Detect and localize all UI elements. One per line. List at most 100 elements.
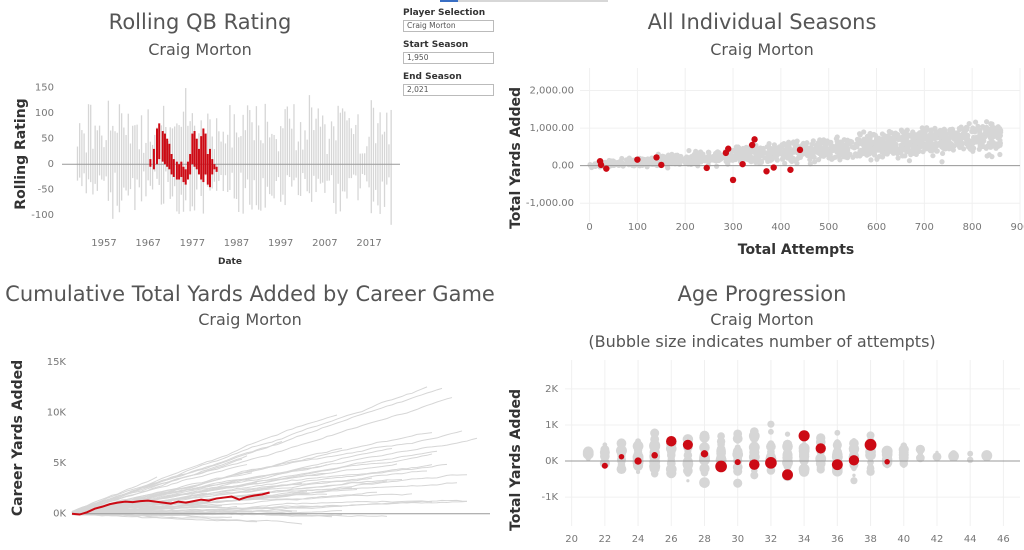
player-selection-input[interactable]: Craig Morton — [403, 20, 494, 32]
season-point — [653, 162, 659, 168]
start-season-input[interactable]: 1,950 — [403, 52, 494, 64]
season-point — [950, 134, 956, 140]
season-point — [974, 136, 980, 142]
y-tick-label: -1K — [541, 492, 558, 503]
age-bubble — [684, 470, 692, 477]
age-bubble — [649, 463, 660, 474]
age-bubble — [833, 444, 841, 452]
age-bubble — [851, 465, 857, 472]
season-point — [822, 142, 828, 149]
highlight-age-bubble — [884, 459, 890, 465]
season-point — [794, 138, 800, 144]
season-point — [737, 150, 743, 156]
season-point — [689, 158, 695, 164]
season-point — [923, 136, 930, 142]
chart-title: All Individual Seasons — [647, 10, 877, 34]
season-point — [673, 152, 679, 158]
season-point — [766, 154, 773, 160]
age-bubble — [784, 431, 791, 437]
highlight-career-line — [71, 491, 270, 516]
career-line — [71, 464, 248, 513]
season-point — [881, 133, 887, 139]
season-point — [751, 149, 757, 155]
highlight-age-bubble — [700, 450, 709, 458]
highlight-season-point — [653, 154, 660, 161]
age-bubble — [948, 450, 959, 462]
career-line — [71, 482, 458, 514]
age-bubble — [602, 452, 608, 458]
season-point — [753, 159, 759, 165]
x-axis-label: Total Attempts — [738, 242, 854, 258]
season-point — [821, 146, 827, 153]
season-point — [964, 124, 970, 131]
season-point — [857, 132, 863, 138]
season-point — [970, 148, 976, 154]
highlight-season-point — [597, 161, 605, 169]
x-tick-label: 46 — [997, 534, 1010, 545]
season-point — [831, 145, 838, 151]
season-point — [806, 152, 812, 158]
chart-subtitle: Craig Morton — [710, 40, 814, 59]
highlight-season-point — [796, 146, 804, 154]
age-bubble — [650, 428, 660, 438]
age-bubble — [834, 439, 840, 445]
season-point — [713, 163, 720, 169]
highlight-age-bubble — [831, 459, 843, 471]
season-point — [791, 158, 798, 164]
x-tick-label: 1977 — [180, 238, 205, 249]
season-point — [861, 129, 867, 135]
highlight-season-point — [603, 165, 610, 172]
season-point — [708, 155, 715, 161]
season-point — [782, 160, 788, 166]
season-point — [908, 152, 914, 158]
age-bubble — [852, 449, 856, 453]
chart-subtitle: Craig Morton — [198, 310, 302, 329]
season-point — [998, 127, 1004, 133]
highlight-age-bubble — [601, 462, 608, 469]
season-point — [891, 131, 897, 138]
age-bubble — [635, 446, 642, 453]
individual-seasons-chart: 2,000.00 1,000.00 0.00 -1,000.00 0 100 200 300 4… — [508, 68, 1024, 258]
season-point — [879, 143, 885, 149]
age-bubble — [618, 460, 624, 466]
highlight-season-point — [787, 166, 794, 173]
season-point — [806, 145, 812, 151]
highlight-age-bubble — [651, 451, 658, 459]
rolling-rating-chart: 150 100 50 0 -50 -100 1957 1967 1977 1987 1997 2007… — [13, 83, 400, 267]
season-point — [812, 159, 818, 165]
season-point — [932, 144, 939, 151]
season-point — [904, 142, 910, 148]
season-point — [942, 143, 948, 149]
y-tick-label: 1,000.00 — [529, 123, 574, 134]
age-bubble — [733, 466, 743, 476]
season-point — [676, 159, 682, 165]
age-bubble — [982, 450, 992, 460]
x-axis-label: Date — [218, 257, 242, 267]
y-tick-label: 0K — [53, 509, 66, 520]
chart-title: Cumulative Total Yards Added by Career G… — [5, 282, 495, 306]
x-tick-label: 0 — [586, 222, 592, 233]
season-point — [872, 145, 879, 151]
highlight-age-bubble — [798, 430, 810, 442]
age-bubble — [618, 449, 624, 455]
filter-scroll-bar[interactable] — [440, 0, 608, 2]
season-point — [705, 149, 712, 155]
season-point — [624, 158, 631, 165]
season-point — [992, 127, 998, 133]
season-point — [845, 147, 851, 154]
season-point — [899, 153, 906, 159]
end-season-input[interactable]: 2,021 — [403, 84, 494, 96]
season-point — [923, 141, 929, 147]
season-point — [980, 134, 986, 141]
y-axis-label: Total Yards Added — [508, 389, 524, 531]
season-point — [938, 140, 944, 147]
age-bubble — [732, 433, 743, 444]
age-bubble — [800, 447, 808, 455]
season-point — [756, 149, 762, 155]
highlight-age-bubble — [749, 459, 760, 470]
season-point — [800, 141, 806, 148]
y-tick-label: -50 — [38, 185, 54, 196]
x-tick-label: 600 — [867, 222, 886, 233]
age-bubble — [884, 451, 890, 457]
x-tick-label: 1997 — [268, 238, 293, 249]
